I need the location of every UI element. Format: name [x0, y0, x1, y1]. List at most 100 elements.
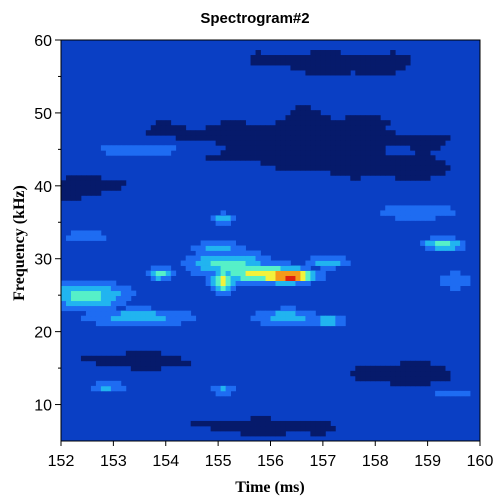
heatmap-cell — [375, 55, 381, 61]
heatmap-cell — [300, 310, 306, 317]
heatmap-cell — [270, 280, 276, 287]
heatmap-cell — [230, 270, 236, 276]
heatmap-cell — [220, 270, 227, 276]
heatmap-cell — [250, 280, 256, 287]
heatmap-cell — [135, 310, 142, 317]
heatmap-cell — [295, 275, 301, 281]
heatmap-cell — [360, 115, 366, 121]
heatmap-cell — [265, 155, 271, 161]
heatmap-cell — [95, 320, 102, 327]
heatmap-cell — [310, 260, 316, 266]
heatmap-cell — [210, 385, 217, 392]
heatmap-cell — [270, 55, 276, 61]
heatmap-cell — [280, 165, 286, 171]
heatmap-cell — [305, 310, 311, 317]
heatmap-cell — [270, 430, 276, 437]
heatmap-cell — [355, 170, 361, 176]
heatmap-cell — [305, 315, 311, 322]
heatmap-cell — [430, 140, 436, 146]
heatmap-cell — [425, 240, 431, 246]
heatmap-cell — [105, 380, 112, 387]
heatmap-cell — [315, 255, 321, 261]
heatmap-cell — [335, 130, 341, 136]
heatmap-cell — [230, 150, 236, 156]
heatmap-cell — [105, 355, 112, 362]
heatmap-cell — [180, 360, 187, 367]
heatmap-cell — [130, 350, 137, 357]
heatmap-cell — [280, 160, 286, 166]
heatmap-cell — [425, 245, 431, 251]
heatmap-cell — [165, 130, 172, 136]
heatmap-cell — [200, 260, 207, 266]
heatmap-cell — [355, 120, 361, 126]
x-tick-label: 157 — [310, 453, 337, 470]
y-tick-label: 30 — [34, 252, 52, 269]
heatmap-cell — [145, 145, 152, 151]
heatmap-cell — [320, 315, 326, 322]
heatmap-cell — [95, 280, 102, 287]
heatmap-cell — [160, 310, 167, 317]
heatmap-cell — [280, 125, 286, 131]
heatmap-cell — [280, 135, 286, 141]
heatmap-cell — [255, 280, 261, 287]
heatmap-cell — [375, 145, 381, 151]
heatmap-cell — [390, 380, 396, 387]
heatmap-cell — [280, 270, 286, 276]
heatmap-cell — [130, 365, 137, 372]
heatmap-cell — [320, 125, 326, 131]
heatmap-cell — [125, 360, 132, 367]
heatmap-cell — [415, 360, 421, 367]
heatmap-cell — [320, 275, 326, 281]
heatmap-cell — [325, 150, 331, 156]
heatmap-cell — [325, 130, 331, 136]
heatmap-cell — [61, 285, 67, 292]
heatmap-cell — [400, 60, 406, 66]
heatmap-cell — [385, 160, 391, 166]
heatmap-cell — [310, 165, 316, 171]
heatmap-cell — [445, 205, 451, 211]
heatmap-cell — [355, 160, 361, 166]
heatmap-cell — [335, 320, 341, 327]
heatmap-cell — [115, 150, 122, 156]
heatmap-cell — [200, 130, 207, 136]
heatmap-cell — [120, 150, 127, 156]
heatmap-cell — [85, 175, 92, 181]
heatmap-cell — [175, 315, 182, 322]
heatmap-cell — [435, 160, 441, 166]
heatmap-cell — [345, 115, 351, 121]
heatmap-cell — [220, 290, 227, 297]
heatmap-cell — [380, 370, 386, 377]
heatmap-cell — [140, 365, 147, 372]
heatmap-cell — [110, 300, 117, 307]
heatmap-cell — [410, 145, 416, 151]
heatmap-cell — [410, 155, 416, 161]
heatmap-cell — [61, 190, 67, 196]
heatmap-cell — [75, 175, 82, 181]
heatmap-cell — [415, 170, 421, 176]
heatmap-cell — [320, 255, 326, 261]
heatmap-cell — [410, 360, 416, 367]
heatmap-cell — [395, 370, 401, 377]
heatmap-cell — [330, 70, 336, 76]
heatmap-cell — [360, 70, 366, 76]
heatmap-cell — [255, 270, 261, 276]
heatmap-cell — [215, 285, 222, 292]
heatmap-cell — [80, 305, 87, 312]
heatmap-cell — [425, 160, 431, 166]
heatmap-cell — [450, 285, 456, 292]
heatmap-cell — [150, 320, 157, 327]
heatmap-cell — [265, 260, 271, 266]
heatmap-cell — [305, 140, 311, 146]
heatmap-cell — [355, 140, 361, 146]
heatmap-cell — [225, 265, 231, 271]
heatmap-cell — [300, 265, 306, 271]
heatmap-cell — [215, 260, 222, 266]
heatmap-cell — [385, 130, 391, 136]
heatmap-cell — [85, 285, 92, 292]
heatmap-cell — [445, 375, 451, 382]
heatmap-cell — [95, 235, 102, 241]
heatmap-cell — [310, 310, 316, 317]
heatmap-cell — [320, 420, 326, 427]
heatmap-cell — [375, 365, 381, 372]
heatmap-cell — [340, 315, 346, 322]
